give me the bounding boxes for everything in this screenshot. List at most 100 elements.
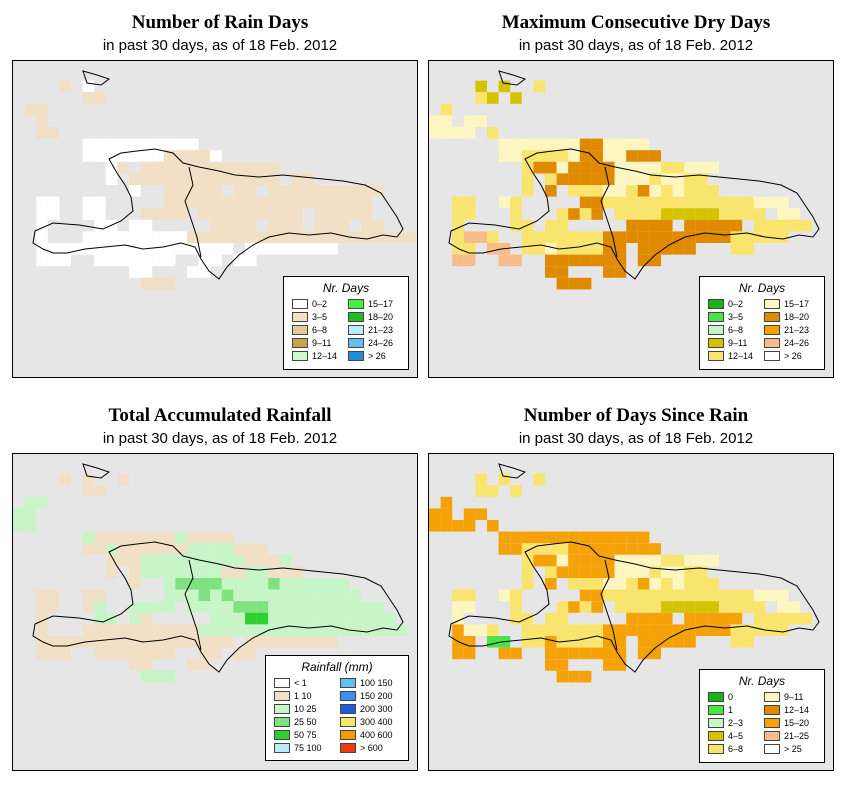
grid-cell: [626, 589, 638, 602]
grid-cell: [545, 243, 557, 255]
grid-cell: [221, 554, 234, 567]
grid-cell: [175, 208, 187, 220]
grid-cell: [117, 150, 129, 162]
grid-cell: [268, 173, 280, 185]
legend-swatch: [340, 704, 356, 714]
grid-cell: [568, 254, 580, 267]
grid-cell: [349, 601, 361, 613]
grid-cell: [210, 531, 222, 544]
grid-cell: [556, 254, 569, 267]
grid-cell: [579, 578, 592, 590]
grid-cell: [695, 231, 708, 243]
grid-cell: [187, 601, 199, 613]
grid-cell: [268, 231, 280, 243]
map-area[interactable]: Nr. Days 0–2 3–5 6–8 9–11 12–14 15–17 18–20 21–…: [428, 60, 834, 378]
grid-cell: [545, 173, 557, 185]
grid-cell: [579, 196, 592, 209]
grid-cell: [268, 624, 280, 636]
legend-swatch: [292, 312, 308, 322]
grid-cell: [672, 231, 685, 243]
grid-cell: [117, 161, 129, 174]
grid-cell: [256, 601, 269, 613]
grid-cell: [487, 127, 499, 139]
grid-cell: [117, 531, 129, 544]
grid-cell: [603, 636, 615, 648]
grid-cell: [291, 624, 303, 636]
grid-cell: [82, 601, 95, 613]
grid-cell: [591, 173, 603, 185]
grid-cell: [279, 589, 292, 602]
grid-cell: [129, 531, 141, 544]
grid-cell: [649, 150, 661, 162]
grid-cell: [684, 601, 696, 613]
grid-cell: [533, 231, 545, 243]
map-area[interactable]: Nr. Days 0–2 3–5 6–8 9–11 12–14 15–17 18–20 21–…: [12, 60, 418, 378]
legend-swatch: [764, 731, 780, 741]
grid-cell: [94, 531, 106, 544]
grid-cell: [649, 161, 661, 174]
grid-cell: [303, 624, 315, 636]
grid-cell: [742, 196, 754, 209]
grid-cell: [245, 208, 257, 220]
grid-cell: [568, 543, 580, 555]
grid-cell: [187, 624, 199, 636]
grid-cell: [314, 601, 327, 613]
grid-cell: [47, 243, 60, 255]
grid-cell: [614, 254, 627, 267]
grid-cell: [326, 601, 338, 613]
grid-cell: [210, 612, 222, 625]
grid-cell: [579, 647, 592, 660]
grid-cell: [475, 115, 487, 127]
grid-cell: [695, 566, 708, 578]
grid-cell: [626, 578, 638, 590]
grid-cell: [198, 173, 211, 185]
grid-cell: [742, 208, 754, 220]
legend-swatch: [764, 692, 780, 702]
grid-cell: [117, 554, 129, 567]
grid-cell: [521, 566, 534, 578]
grid-cell: [579, 589, 592, 602]
grid-cell: [105, 531, 118, 544]
legend-label: > 26: [368, 351, 386, 361]
grid-cell: [777, 219, 789, 232]
grid-cell: [152, 647, 164, 660]
grid-cell: [637, 647, 650, 660]
grid-cell: [672, 243, 685, 255]
grid-cell: [94, 636, 106, 648]
grid-cell: [707, 161, 719, 174]
grid-cell: [303, 589, 315, 602]
legend-swatch: [340, 691, 356, 701]
legend-title: Nr. Days: [322, 281, 370, 295]
country-border: [184, 559, 202, 651]
grid-cell: [603, 647, 615, 660]
grid-cell: [326, 185, 338, 197]
grid-cell: [719, 612, 731, 625]
grid-cell: [498, 150, 511, 162]
grid-cell: [579, 554, 592, 567]
grid-cell: [129, 636, 141, 648]
legend-label: 150 200: [360, 691, 393, 701]
legend-swatch: [340, 743, 356, 753]
grid-cell: [140, 208, 153, 220]
grid-cell: [487, 485, 499, 497]
grid-cell: [568, 208, 580, 220]
grid-cell: [603, 254, 615, 267]
grid-cell: [129, 173, 141, 185]
grid-cell: [614, 150, 627, 162]
panel-rain-days: Number of Rain Days in past 30 days, as …: [12, 0, 428, 390]
map-area[interactable]: Nr. Days 0 1 2–3 4–5 6–8 9–11 12–14 15–20 21–25 >…: [428, 453, 834, 771]
legend-title: Rainfall (mm): [301, 660, 373, 674]
grid-cell: [556, 670, 569, 683]
grid-cell: [129, 601, 141, 613]
grid-cell: [372, 624, 385, 636]
grid-cell: [94, 243, 106, 255]
grid-cell: [707, 612, 719, 625]
map-area[interactable]: Rainfall (mm) < 1 1 10 10 25 25 50 50 75 75 1…: [12, 453, 418, 771]
grid-cell: [730, 219, 743, 232]
grid-cell: [452, 219, 464, 232]
grid-cell: [707, 589, 719, 602]
grid-cell: [198, 636, 211, 648]
grid-cell: [440, 127, 453, 139]
legend-swatch: [764, 338, 780, 348]
grid-cell: [163, 277, 176, 290]
